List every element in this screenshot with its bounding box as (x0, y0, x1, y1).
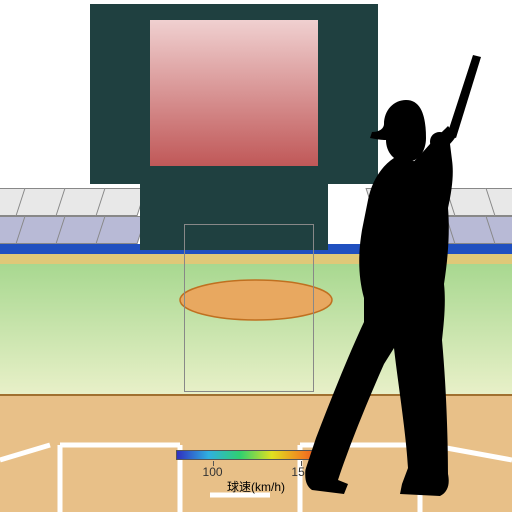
pitch-location-scene: 100150 球速(km/h) (0, 0, 512, 512)
strike-zone (184, 224, 314, 392)
batter-silhouette (298, 40, 512, 510)
legend-tick-label: 100 (203, 465, 223, 479)
